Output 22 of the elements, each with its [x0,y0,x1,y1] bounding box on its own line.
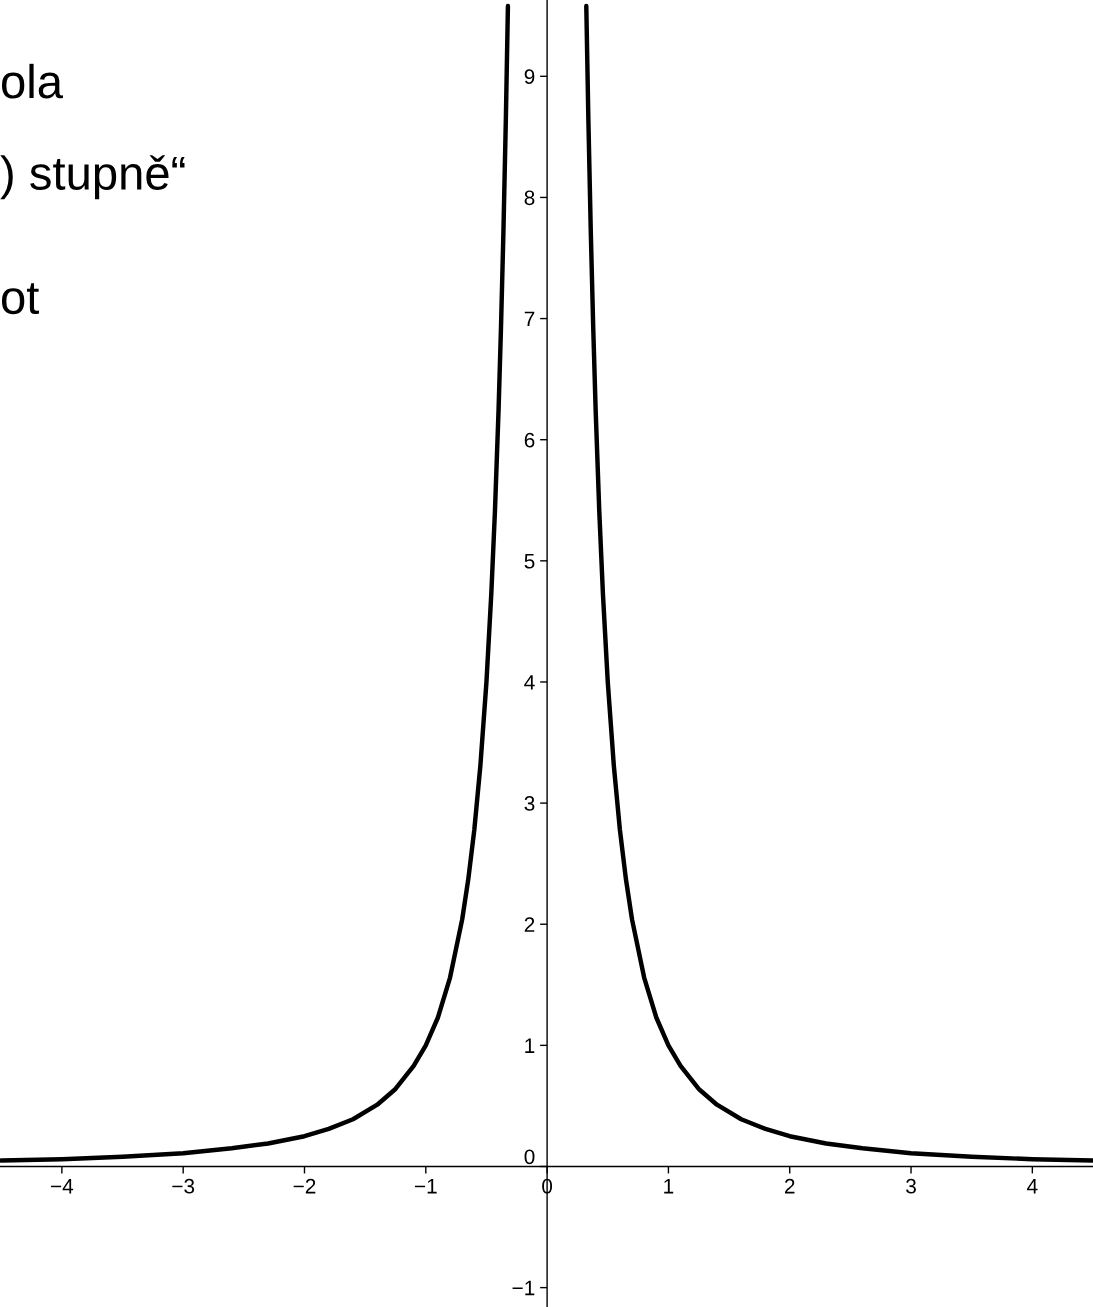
annotation: ot [1,283,40,315]
annotation: ola [1,63,64,99]
x-tick-label: 4 [1027,1179,1038,1194]
annotation: ) stupně“ [0,155,185,200]
x-tick-label: −2 [293,1178,316,1194]
y-tick-label: 4 [524,675,535,690]
x-tick-label: −3 [172,1178,195,1194]
y-tick-label: 1 [525,1038,535,1053]
y-tick-label: 5 [524,554,535,569]
x-tick-label: −1 [414,1179,437,1194]
x-tick-label: −4 [51,1179,74,1194]
y-tick-label: 3 [524,796,535,811]
y-tick-label: −1 [512,1280,535,1296]
y-tick-label: 6 [524,432,535,448]
x-tick-label: 2 [784,1178,795,1194]
x-tick-label: 3 [906,1178,916,1194]
y-tick-label: 0 [524,1149,535,1165]
y-tick-label: 9 [524,69,535,85]
y-tick-label: 2 [524,917,535,932]
y-tick-label: 8 [524,190,535,206]
x-tick-label: 1 [664,1179,674,1194]
y-tick-label: 7 [524,311,535,327]
